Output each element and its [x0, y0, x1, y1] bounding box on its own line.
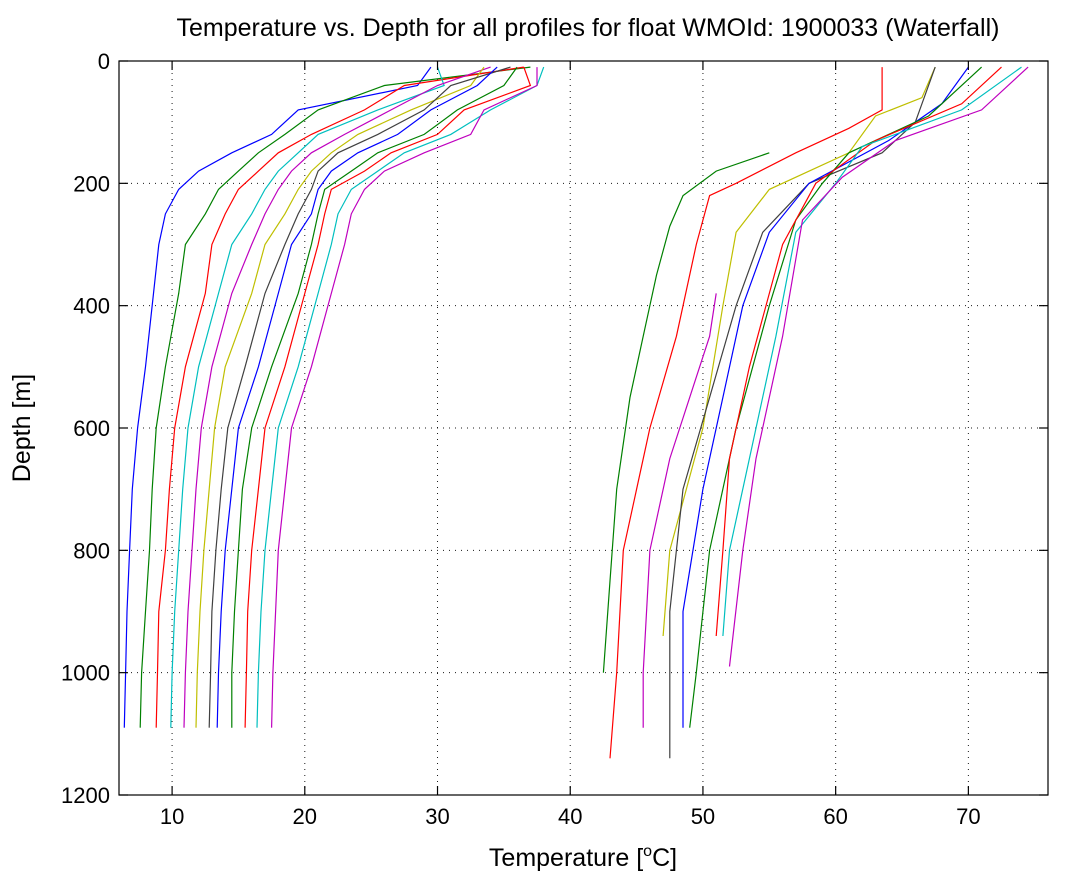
y-tick-label-1: 200	[73, 171, 110, 196]
profile-line-21	[722, 66, 1022, 637]
x-axis-label: Temperature [oC]	[489, 843, 677, 872]
profile-line-6	[195, 66, 485, 728]
profile-line-8	[216, 66, 498, 728]
x-tick-label-3: 40	[558, 804, 582, 829]
profile-lines	[123, 66, 1029, 759]
x-tick-label-0: 10	[160, 804, 184, 829]
axes: 10 20 30 40 50 60 70 0 200 400 600 800 1000 1200	[61, 49, 1049, 829]
x-tick-label-1: 20	[293, 804, 317, 829]
profile-line-9	[231, 66, 518, 728]
x-tick-label-6: 70	[956, 804, 980, 829]
profile-line-15	[642, 293, 717, 728]
profile-line-20	[715, 66, 1002, 637]
profile-line-18	[682, 66, 969, 728]
profile-line-5	[183, 66, 491, 728]
y-tick-label-0: 0	[98, 49, 110, 74]
chart-title: Temperature vs. Depth for all profiles f…	[176, 14, 999, 42]
x-tick-label-2: 30	[425, 804, 449, 829]
y-axis-label: Depth [m]	[8, 374, 36, 482]
profile-line-4	[170, 66, 445, 728]
y-tick-label-4: 800	[73, 538, 110, 563]
profile-line-12	[271, 67, 538, 728]
x-tick-label-4: 50	[691, 804, 715, 829]
grid-lines	[119, 61, 1048, 795]
profile-line-17	[669, 66, 936, 759]
y-tick-label-2: 400	[73, 294, 110, 319]
profile-line-11	[256, 66, 545, 728]
profile-line-14	[609, 67, 883, 759]
profile-line-1	[123, 66, 432, 728]
profile-line-16	[662, 66, 936, 637]
profile-line-3	[155, 66, 524, 728]
x-tick-label-5: 60	[823, 804, 847, 829]
profile-line-13	[602, 152, 770, 673]
y-tick-label-3: 600	[73, 416, 110, 441]
profile-line-7	[208, 66, 511, 728]
profile-line-10	[244, 66, 532, 728]
profile-line-22	[728, 66, 1029, 667]
profile-line-2	[139, 66, 531, 728]
y-tick-label-5: 1000	[61, 661, 110, 686]
y-tick-label-6: 1200	[61, 783, 110, 808]
